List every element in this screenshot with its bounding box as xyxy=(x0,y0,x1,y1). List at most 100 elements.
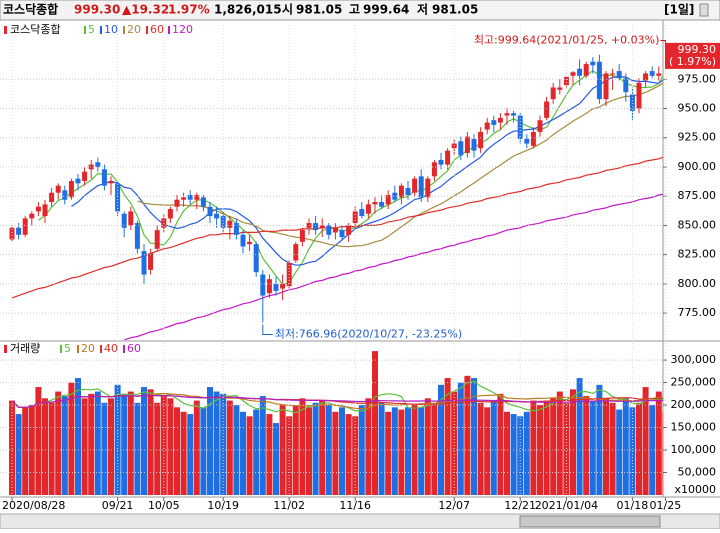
y-tick-label: 825.00 xyxy=(678,248,717,261)
volume-bar xyxy=(418,407,425,495)
candle-body xyxy=(240,234,246,247)
volume-bar xyxy=(622,398,629,495)
candle-body xyxy=(398,185,404,198)
volume-bar xyxy=(636,402,642,495)
volume-bar xyxy=(273,423,279,495)
candle-body xyxy=(365,204,371,214)
volume-bar xyxy=(15,414,22,495)
candle-body xyxy=(570,72,576,76)
volume-bar xyxy=(42,398,48,495)
candle-body xyxy=(42,204,48,217)
header-percent: 1.97% xyxy=(168,3,210,17)
candle-body xyxy=(181,197,187,200)
candle-body xyxy=(88,164,94,170)
candle-body xyxy=(662,50,663,73)
candle-body xyxy=(497,117,503,123)
volume-bar xyxy=(180,411,187,495)
candle-body xyxy=(636,82,642,109)
candle-body xyxy=(280,283,286,289)
candle-body xyxy=(95,162,101,167)
volume-bar xyxy=(339,407,345,495)
candle-body xyxy=(200,197,206,207)
header-name: 코스닥종합 xyxy=(3,2,58,17)
period-button[interactable]: [1일] xyxy=(664,3,694,17)
volume-bar xyxy=(61,396,68,495)
header-volume: 1,826,015 xyxy=(214,3,282,17)
candle-body xyxy=(464,136,470,153)
window-button[interactable] xyxy=(699,3,709,17)
volume-bar xyxy=(398,409,405,495)
volume-bar xyxy=(22,407,29,495)
volume-bar xyxy=(299,398,306,495)
candle-body xyxy=(629,94,635,111)
volume-bar xyxy=(438,384,444,495)
candle-body xyxy=(372,202,378,205)
candle-body xyxy=(332,227,338,233)
volume-bar xyxy=(75,378,81,495)
candle-body xyxy=(590,61,596,66)
volume-bar xyxy=(378,402,385,495)
header-price: 999.30 xyxy=(74,3,120,17)
volume-bar xyxy=(319,400,326,495)
volume-bar xyxy=(358,405,365,495)
candle-body xyxy=(55,185,61,193)
y-tick-label: 850.00 xyxy=(678,218,717,231)
volume-bar xyxy=(589,400,596,495)
candle-body xyxy=(550,87,556,100)
volume-unit: x10000 xyxy=(674,483,716,496)
volume-bar xyxy=(444,378,451,495)
candle-body xyxy=(319,225,325,228)
candle-body xyxy=(339,230,345,238)
scroll-thumb[interactable] xyxy=(519,515,661,528)
candle-body xyxy=(273,283,279,291)
volume-bar xyxy=(603,398,609,495)
candle-body xyxy=(266,279,272,294)
candle-body xyxy=(563,76,569,86)
candle-body xyxy=(62,190,68,200)
volume-bar xyxy=(167,398,174,495)
x-tick-label: 11/02 xyxy=(273,499,305,512)
candle-body xyxy=(128,211,134,226)
candle-body xyxy=(22,218,28,235)
candle-body xyxy=(610,73,616,75)
candle-body xyxy=(49,192,55,203)
candle-body xyxy=(530,131,536,146)
candle-body xyxy=(471,138,477,151)
volume-bar xyxy=(345,414,352,495)
candle-body xyxy=(458,141,464,156)
candle-body xyxy=(293,244,299,261)
volume-bar xyxy=(464,375,471,495)
volume-bar xyxy=(510,414,517,495)
y-tick-label: 925.00 xyxy=(678,131,717,144)
candle-body xyxy=(425,178,431,198)
x-tick-label: 01/25 xyxy=(650,499,682,512)
volume-bar xyxy=(233,405,240,495)
candle-body xyxy=(643,73,649,81)
volume-bar xyxy=(9,400,15,495)
volume-bar xyxy=(154,402,161,495)
candle-body xyxy=(115,183,121,212)
x-tick-label: 01/18 xyxy=(617,499,649,512)
volume-bar xyxy=(385,411,392,495)
candle-body xyxy=(346,225,352,235)
candle-body xyxy=(326,225,332,235)
y-tick-label: 800.00 xyxy=(678,277,717,290)
x-tick-label: 2021/01/04 xyxy=(535,499,598,512)
volume-bar xyxy=(127,391,134,495)
header-low-label: 저 xyxy=(417,2,428,17)
candle-body xyxy=(313,223,319,231)
candle-body xyxy=(220,216,226,228)
volume-bar xyxy=(583,396,590,495)
legend-swatch xyxy=(123,26,125,34)
header-low: 981.05 xyxy=(432,3,478,17)
volume-bar xyxy=(200,407,207,495)
x-tick-label: 12/21 xyxy=(504,499,536,512)
volume-bar xyxy=(655,391,662,495)
volume-bar xyxy=(35,387,42,495)
candle-body xyxy=(405,188,411,196)
volume-bar xyxy=(523,411,530,495)
candle-body xyxy=(445,150,451,165)
volume-bar xyxy=(365,398,372,495)
candle-body xyxy=(379,202,385,207)
legend-label: 5 xyxy=(64,342,71,355)
